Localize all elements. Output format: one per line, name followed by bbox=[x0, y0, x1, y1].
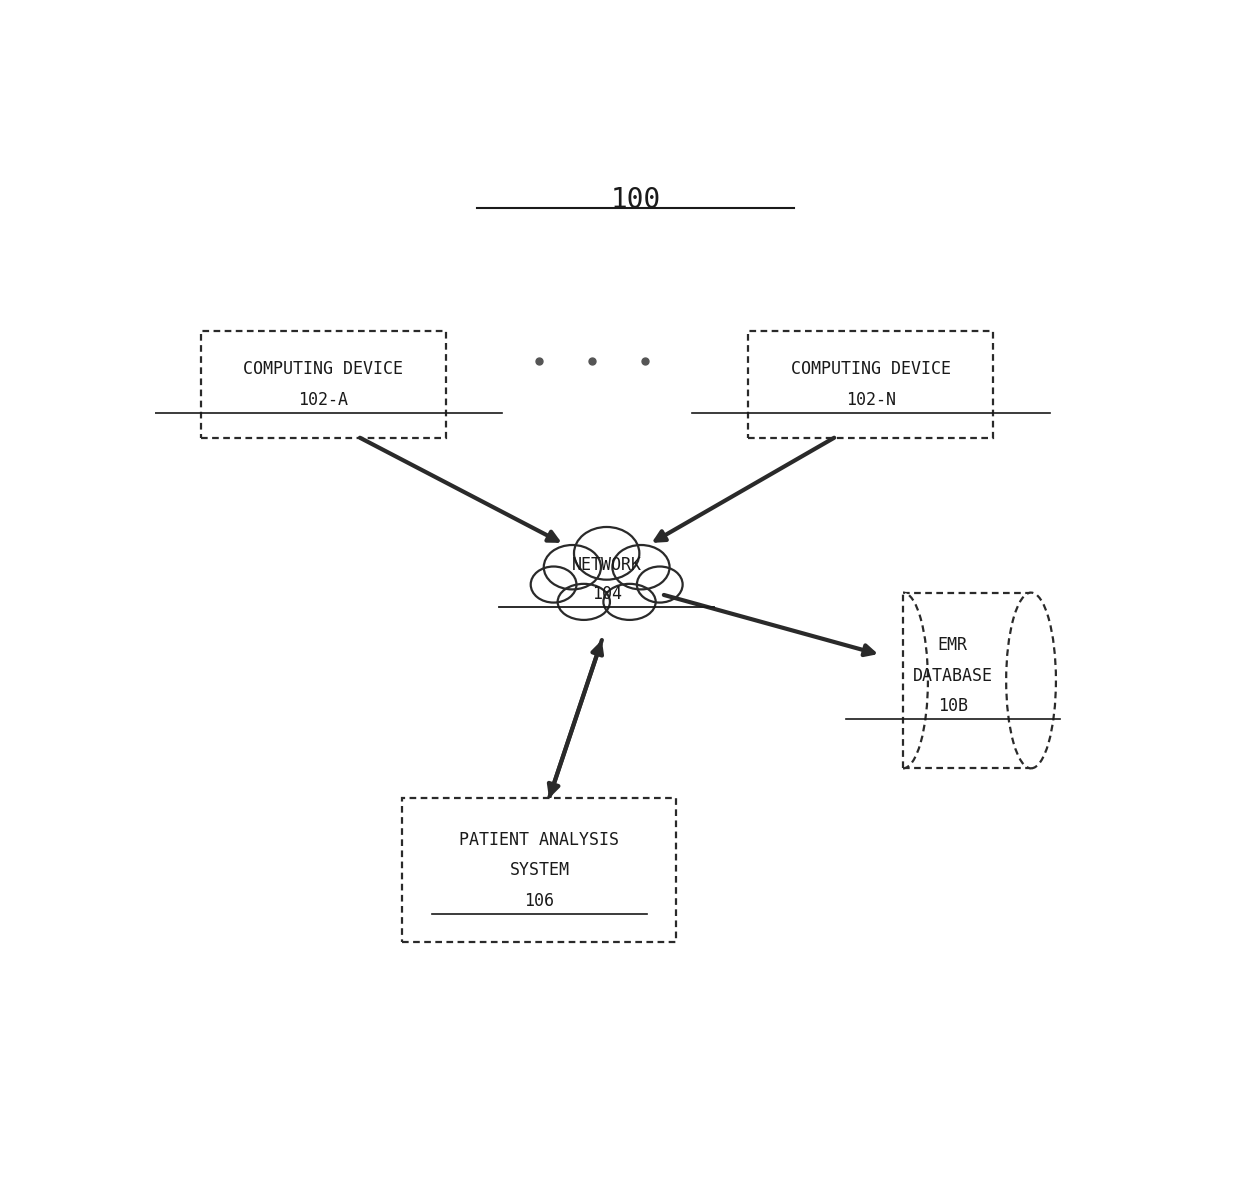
Ellipse shape bbox=[574, 527, 640, 580]
Ellipse shape bbox=[1006, 592, 1056, 769]
FancyBboxPatch shape bbox=[201, 331, 445, 437]
Ellipse shape bbox=[878, 592, 928, 769]
Text: 106: 106 bbox=[525, 891, 554, 909]
Text: EMR: EMR bbox=[937, 637, 968, 655]
Ellipse shape bbox=[613, 545, 670, 590]
Text: COMPUTING DEVICE: COMPUTING DEVICE bbox=[791, 360, 951, 378]
FancyBboxPatch shape bbox=[749, 331, 993, 437]
Text: 104: 104 bbox=[591, 585, 621, 603]
Text: 102-A: 102-A bbox=[298, 390, 348, 408]
Text: 10B: 10B bbox=[937, 698, 968, 716]
Ellipse shape bbox=[544, 545, 601, 590]
Ellipse shape bbox=[558, 584, 610, 620]
Ellipse shape bbox=[531, 567, 577, 603]
Text: NETWORK: NETWORK bbox=[572, 556, 641, 574]
Text: PATIENT ANALYSIS: PATIENT ANALYSIS bbox=[459, 831, 620, 849]
Bar bbox=[903, 592, 1030, 769]
Bar bbox=[868, 584, 903, 777]
Text: 102-N: 102-N bbox=[846, 390, 897, 408]
Text: 100: 100 bbox=[610, 186, 661, 214]
Ellipse shape bbox=[637, 567, 683, 603]
Text: SYSTEM: SYSTEM bbox=[510, 861, 569, 879]
Text: COMPUTING DEVICE: COMPUTING DEVICE bbox=[243, 360, 403, 378]
Ellipse shape bbox=[604, 584, 656, 620]
FancyBboxPatch shape bbox=[403, 799, 676, 942]
Text: DATABASE: DATABASE bbox=[913, 667, 993, 685]
